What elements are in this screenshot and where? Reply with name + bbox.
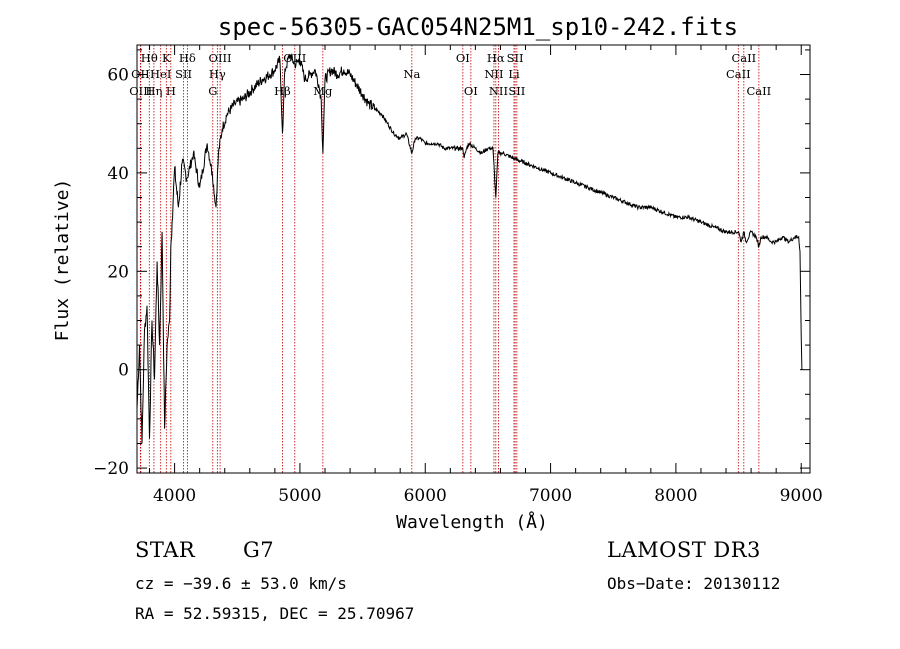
line-marker-label-21: SII — [507, 51, 524, 65]
spectrum-line — [136, 53, 803, 444]
x-axis-title: Wavelength (Å) — [396, 511, 548, 533]
y-tick-label: 0 — [118, 361, 129, 381]
line-marker-label-7: Hδ — [179, 51, 196, 65]
line-markers — [139, 45, 760, 473]
x-tick-label: 9000 — [780, 486, 823, 506]
line-marker-label-17: OI — [464, 84, 478, 98]
line-marker-label-9: OIII — [209, 51, 232, 65]
object-subclass: G7 — [243, 538, 275, 562]
line-marker-label-12: Hβ — [274, 84, 291, 98]
x-tick-label: 4000 — [153, 486, 196, 506]
line-marker-label-0: Hθ — [141, 51, 158, 65]
line-marker-label-23: SII — [508, 84, 525, 98]
y-tick-label: 60 — [107, 66, 129, 86]
line-marker-label-13: OIII — [283, 51, 306, 65]
line-marker-label-16: OI — [456, 51, 470, 65]
redshift-cz: cz = −39.6 ± 53.0 km/s — [135, 574, 347, 593]
line-marker-label-5: K — [162, 51, 171, 65]
x-tick-label: 6000 — [404, 486, 447, 506]
line-marker-label-10: Hγ — [209, 67, 226, 81]
line-marker-label-8: SII — [175, 67, 192, 81]
y-tick-label: −20 — [93, 459, 129, 479]
line-marker-label-26: CaII — [746, 84, 771, 98]
spectrum-series — [136, 53, 803, 444]
line-marker-label-18: Hα — [487, 51, 505, 65]
x-tick-label: 7000 — [529, 486, 572, 506]
x-axis-ticks: 4000 5000 6000 7000 8000 9000 — [149, 45, 823, 506]
line-marker-label-3: Hη — [145, 84, 162, 98]
y-tick-label: 40 — [107, 164, 129, 184]
line-marker-label-6: H — [166, 84, 176, 98]
line-marker-label-22: Li — [508, 67, 520, 81]
x-tick-label: 8000 — [654, 486, 697, 506]
line-marker-label-2: OIII — [129, 84, 152, 98]
survey-name: LAMOST DR3 — [607, 538, 761, 562]
x-tick-label: 5000 — [278, 486, 321, 506]
coordinates: RA = 52.59315, DEC = 25.70967 — [135, 604, 415, 623]
y-axis-ticks: −20 0 20 40 60 — [93, 49, 810, 479]
object-class: STAR — [135, 538, 196, 562]
line-marker-label-20: NII — [489, 84, 508, 98]
line-marker-label-15: Na — [403, 67, 420, 81]
line-marker-label-25: CaII — [726, 67, 751, 81]
line-marker-label-4: HeI — [150, 67, 171, 81]
line-marker-label-14: Mg — [313, 84, 333, 98]
y-tick-label: 20 — [107, 262, 129, 282]
line-marker-label-19: NII — [484, 67, 503, 81]
y-axis-title: Flux (relative) — [52, 179, 73, 342]
plot-frame — [136, 44, 811, 474]
observation-date: Obs−Date: 20130112 — [607, 574, 781, 593]
chart-title: spec-56305-GAC054N25M1_sp10-242.fits — [218, 13, 738, 41]
line-marker-label-24: CaII — [731, 51, 756, 65]
line-marker-label-1: OII — [131, 67, 150, 81]
line-marker-label-11: G — [208, 84, 217, 98]
